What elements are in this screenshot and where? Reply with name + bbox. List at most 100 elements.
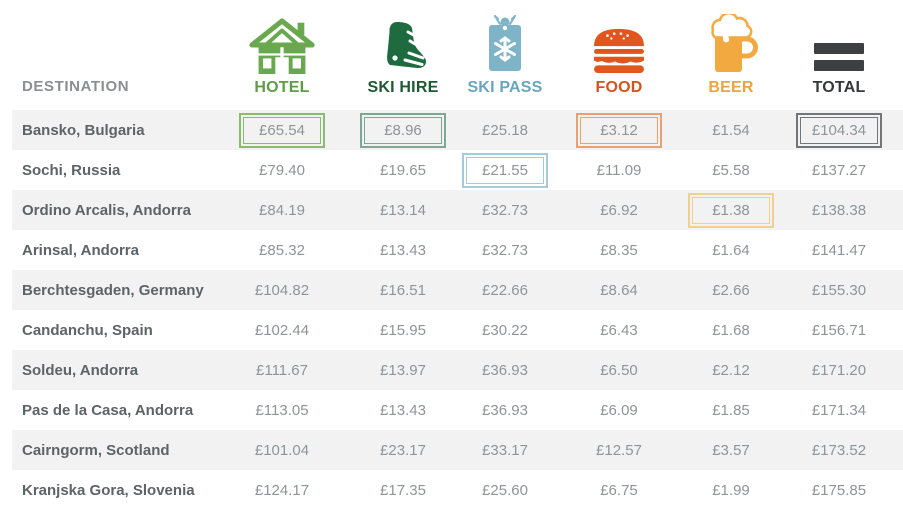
chalet-icon <box>244 12 320 74</box>
food-price-value: £6.43 <box>600 321 638 339</box>
beer-price-cell: £1.38 <box>687 192 775 228</box>
equals-icon <box>812 12 866 74</box>
total-price-value: £155.30 <box>811 281 867 299</box>
ski-pass-price-value: £36.93 <box>482 401 528 419</box>
ski-pass-tag-icon <box>483 12 527 74</box>
hotel-price-cell: £113.05 <box>217 402 347 419</box>
beer-price-cell: £1.99 <box>687 482 775 499</box>
burger-icon <box>588 12 650 74</box>
ski-pass-price-value: £36.93 <box>482 361 528 379</box>
ski-hire-price-value: £16.51 <box>380 281 426 299</box>
food-price-cell: £8.64 <box>551 282 687 299</box>
table-body: Bansko, Bulgaria £65.54 £8.96 £25.18 £3.… <box>0 110 903 510</box>
total-price-cell: £171.20 <box>775 362 903 379</box>
destination-cell: Arinsal, Andorra <box>22 241 139 259</box>
column-label-total: TOTAL <box>812 79 866 96</box>
beer-price-cell: £1.68 <box>687 322 775 339</box>
destination-cell: Bansko, Bulgaria <box>22 121 145 139</box>
hotel-price-cell: £79.40 <box>217 162 347 179</box>
ski-boot-icon <box>375 12 431 74</box>
table-row: Kranjska Gora, Slovenia £124.17 £17.35 £… <box>12 470 903 510</box>
column-label-ski-pass: SKI PASS <box>467 79 543 96</box>
ski-pass-price-value: £33.17 <box>482 441 528 459</box>
beer-price-value: £1.38 <box>688 192 774 228</box>
destination-cell: Cairngorm, Scotland <box>22 441 170 459</box>
table-row: Pas de la Casa, Andorra £113.05 £13.43 £… <box>12 390 903 430</box>
total-price-value: £141.47 <box>811 241 867 259</box>
ski-hire-price-value: £13.14 <box>380 201 426 219</box>
total-price-value: £173.52 <box>811 441 867 459</box>
beer-price-value: £3.57 <box>712 441 750 459</box>
table-row: Soldeu, Andorra £111.67 £13.97 £36.93 £6… <box>12 350 903 390</box>
hotel-price-cell: £124.17 <box>217 482 347 499</box>
food-price-cell: £11.09 <box>551 162 687 179</box>
beer-price-value: £1.64 <box>712 241 750 259</box>
ski-hire-price-value: £13.43 <box>380 401 426 419</box>
destination-cell: Candanchu, Spain <box>22 321 153 339</box>
ski-pass-price-cell: £32.73 <box>459 242 551 259</box>
ski-pass-price-value: £25.60 <box>482 481 528 499</box>
table-row: Berchtesgaden, Germany £104.82 £16.51 £2… <box>12 270 903 310</box>
beer-price-value: £2.66 <box>712 281 750 299</box>
column-header-ski-hire: SKI HIRE <box>347 12 459 110</box>
ski-hire-price-cell: £15.95 <box>347 322 459 339</box>
ski-hire-price-cell: £13.43 <box>347 242 459 259</box>
hotel-price-cell: £104.82 <box>217 282 347 299</box>
ski-hire-price-value: £13.43 <box>380 241 426 259</box>
total-price-cell: £137.27 <box>775 162 903 179</box>
column-header-total: TOTAL <box>775 12 903 110</box>
ski-pass-price-cell: £22.66 <box>459 282 551 299</box>
ski-hire-price-cell: £13.43 <box>347 402 459 419</box>
column-label-food: FOOD <box>595 79 643 96</box>
beer-price-cell: £2.66 <box>687 282 775 299</box>
total-price-value: £171.20 <box>811 361 867 379</box>
ski-hire-price-cell: £8.96 <box>347 112 459 148</box>
total-price-value: £138.38 <box>811 201 867 219</box>
beer-price-cell: £1.85 <box>687 402 775 419</box>
total-price-cell: £173.52 <box>775 442 903 459</box>
food-price-cell: £6.43 <box>551 322 687 339</box>
hotel-price-value: £65.54 <box>239 112 325 148</box>
table-row: Candanchu, Spain £102.44 £15.95 £30.22 £… <box>12 310 903 350</box>
food-price-value: £8.35 <box>600 241 638 259</box>
total-price-cell: £155.30 <box>775 282 903 299</box>
ski-pass-price-cell: £25.60 <box>459 482 551 499</box>
ski-pass-price-value: £32.73 <box>482 201 528 219</box>
total-price-value: £171.34 <box>811 401 867 419</box>
ski-pass-price-value: £21.55 <box>462 152 548 188</box>
destination-cell: Soldeu, Andorra <box>22 361 139 379</box>
hotel-price-value: £85.32 <box>259 241 305 259</box>
beer-price-cell: £3.57 <box>687 442 775 459</box>
ski-hire-price-cell: £13.97 <box>347 362 459 379</box>
hotel-price-value: £113.05 <box>255 401 309 419</box>
column-header-beer: BEER <box>687 12 775 110</box>
total-price-value: £156.71 <box>811 321 867 339</box>
hotel-price-cell: £102.44 <box>217 322 347 339</box>
ski-pass-price-value: £32.73 <box>482 241 528 259</box>
hotel-price-value: £79.40 <box>259 161 305 179</box>
beer-price-cell: £5.58 <box>687 162 775 179</box>
food-price-value: £6.75 <box>600 481 638 499</box>
food-price-value: £12.57 <box>596 441 642 459</box>
table-row: Ordino Arcalis, Andorra £84.19 £13.14 £3… <box>12 190 903 230</box>
beer-price-cell: £2.12 <box>687 362 775 379</box>
hotel-price-value: £104.82 <box>254 281 310 299</box>
hotel-price-cell: £65.54 <box>217 112 347 148</box>
column-label-beer: BEER <box>708 79 754 96</box>
ski-pass-price-cell: £30.22 <box>459 322 551 339</box>
hotel-price-value: £124.17 <box>254 481 310 499</box>
destination-cell: Berchtesgaden, Germany <box>22 281 204 299</box>
total-price-cell: £138.38 <box>775 202 903 219</box>
table-row: Arinsal, Andorra £85.32 £13.43 £32.73 £8… <box>12 230 903 270</box>
ski-hire-price-cell: £13.14 <box>347 202 459 219</box>
ski-hire-price-value: £15.95 <box>380 321 426 339</box>
ski-hire-price-cell: £19.65 <box>347 162 459 179</box>
destination-column-header: DESTINATION <box>22 78 130 95</box>
column-label-ski-hire: SKI HIRE <box>367 79 439 96</box>
beer-price-value: £1.68 <box>712 321 750 339</box>
ski-hire-price-value: £23.17 <box>380 441 426 459</box>
food-price-cell: £6.75 <box>551 482 687 499</box>
ski-pass-price-cell: £36.93 <box>459 362 551 379</box>
column-header-food: FOOD <box>551 12 687 110</box>
destination-cell: Kranjska Gora, Slovenia <box>22 481 195 499</box>
